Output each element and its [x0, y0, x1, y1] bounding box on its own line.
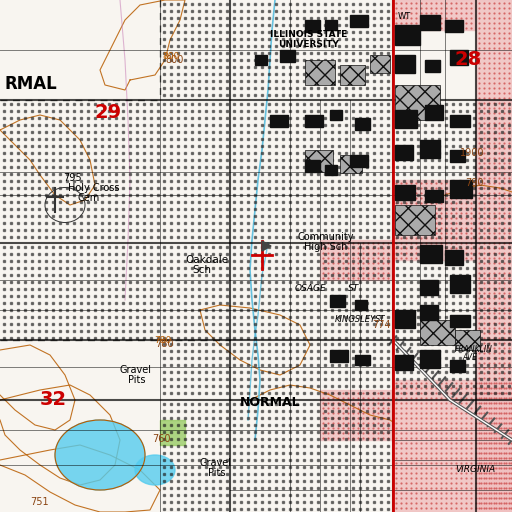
Text: ILLINOIS STATE: ILLINOIS STATE: [270, 30, 347, 39]
Bar: [450, 150, 465, 162]
Text: Oakdale: Oakdale: [185, 255, 228, 265]
Text: Sch: Sch: [192, 265, 211, 275]
Bar: [255, 55, 267, 65]
Bar: [395, 25, 420, 45]
Bar: [355, 300, 367, 310]
Bar: [270, 115, 288, 127]
Bar: [305, 20, 320, 32]
Text: Pits: Pits: [128, 375, 145, 385]
Text: 780: 780: [154, 336, 171, 345]
Bar: [355, 355, 370, 365]
Text: RMAL: RMAL: [5, 75, 58, 93]
Polygon shape: [393, 180, 476, 260]
Ellipse shape: [135, 455, 175, 485]
Bar: [340, 155, 362, 173]
Text: 790: 790: [465, 178, 483, 188]
Text: Gravel: Gravel: [120, 365, 152, 375]
Text: 800: 800: [162, 52, 179, 61]
Bar: [305, 115, 323, 127]
Bar: [370, 55, 390, 73]
Bar: [330, 295, 345, 307]
Bar: [330, 350, 348, 362]
Text: 28: 28: [455, 50, 482, 69]
Bar: [420, 320, 455, 345]
Bar: [420, 305, 438, 320]
Bar: [330, 110, 342, 120]
Bar: [395, 310, 415, 328]
Bar: [395, 145, 413, 160]
Bar: [450, 360, 465, 372]
Text: NORMAL: NORMAL: [240, 396, 301, 409]
Text: Cem: Cem: [78, 193, 100, 203]
Bar: [395, 55, 415, 73]
Bar: [420, 280, 438, 295]
Polygon shape: [320, 390, 393, 440]
Bar: [305, 60, 335, 85]
Bar: [445, 20, 463, 32]
Text: 780: 780: [155, 339, 174, 349]
Text: KINGSLEY: KINGSLEY: [335, 315, 376, 324]
Bar: [395, 110, 417, 128]
Text: High Sch: High Sch: [304, 242, 347, 252]
Text: 795: 795: [63, 173, 81, 183]
Bar: [395, 85, 440, 120]
Text: ST: ST: [348, 284, 359, 293]
Bar: [450, 50, 468, 65]
Text: OSAGE: OSAGE: [295, 284, 327, 293]
Bar: [420, 15, 440, 30]
Bar: [450, 315, 470, 327]
Text: 800: 800: [165, 55, 183, 65]
Text: 751: 751: [30, 497, 49, 507]
Text: ST: ST: [375, 315, 386, 324]
Text: Pits: Pits: [208, 468, 225, 478]
Bar: [420, 245, 442, 263]
Bar: [340, 65, 365, 85]
Bar: [280, 50, 295, 62]
Text: Holy Cross: Holy Cross: [68, 183, 119, 193]
Bar: [350, 15, 368, 27]
Bar: [425, 105, 443, 120]
Bar: [450, 275, 470, 293]
Bar: [455, 330, 480, 350]
Text: FRANKLIN: FRANKLIN: [455, 345, 493, 354]
Polygon shape: [476, 0, 512, 512]
Text: VIRGINIA: VIRGINIA: [455, 465, 495, 474]
Text: 32: 32: [40, 390, 67, 409]
Text: 1900: 1900: [460, 148, 484, 158]
Bar: [425, 60, 440, 72]
Bar: [305, 150, 333, 172]
Bar: [420, 350, 440, 368]
Text: AVE: AVE: [462, 353, 477, 362]
Text: WT: WT: [398, 12, 411, 21]
Text: Community: Community: [298, 232, 354, 242]
Polygon shape: [393, 380, 512, 512]
Bar: [395, 355, 413, 370]
Bar: [325, 20, 337, 30]
Bar: [305, 160, 320, 172]
Text: Gravel: Gravel: [200, 458, 232, 468]
Text: UNIVERSITY: UNIVERSITY: [278, 40, 339, 49]
Bar: [395, 205, 435, 235]
Bar: [420, 140, 440, 158]
Text: 29: 29: [95, 103, 122, 122]
Bar: [350, 155, 368, 167]
Text: 774: 774: [372, 320, 391, 330]
Bar: [445, 250, 463, 265]
Bar: [450, 180, 472, 198]
Text: 760: 760: [152, 434, 170, 444]
Polygon shape: [262, 241, 271, 251]
Bar: [325, 165, 337, 175]
Bar: [425, 190, 443, 202]
Polygon shape: [320, 240, 393, 280]
Bar: [355, 118, 370, 130]
Polygon shape: [393, 0, 476, 30]
Ellipse shape: [55, 420, 145, 490]
Bar: [395, 185, 415, 200]
Polygon shape: [160, 420, 185, 445]
Bar: [450, 115, 470, 127]
